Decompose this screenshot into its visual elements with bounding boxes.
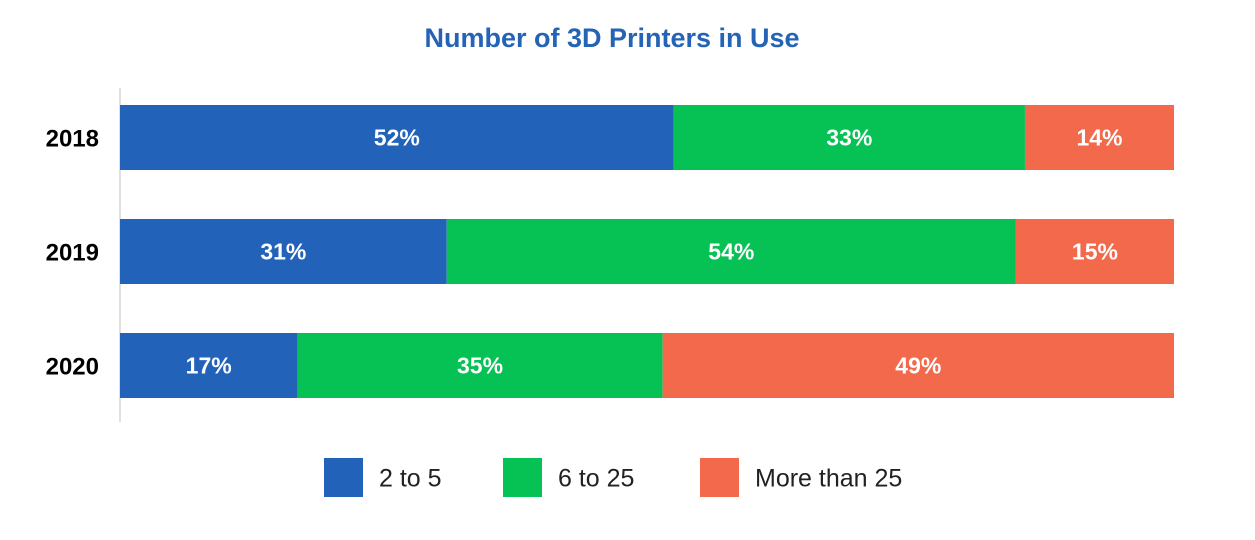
data-label-2019-series-1: 31% [260,239,306,265]
chart-title: Number of 3D Printers in Use [424,23,799,53]
bar-segment-2019-series-3 [1015,219,1174,284]
data-label-2020-series-3: 49% [895,353,941,379]
legend-label-series-1: 2 to 5 [379,465,442,493]
legend-swatch-series-3 [700,458,739,497]
bar-segment-2020-series-3 [662,333,1174,398]
legend-label-series-3: More than 25 [755,465,902,493]
data-label-2019-series-3: 15% [1072,239,1118,265]
data-label-2020-series-2: 35% [457,353,503,379]
category-label-2020: 2020 [46,354,99,381]
bar-segment-2018-series-1 [120,105,674,170]
bar-segment-2018-series-2 [673,105,1025,170]
bars-group: 2018 52% 33% 14% 2019 31% 54% 15% 2020 17% 35% 49% [46,105,1174,398]
data-label-2020-series-1: 17% [186,353,232,379]
legend: 2 to 5 6 to 25 More than 25 [324,458,902,497]
bar-segment-2020-series-1 [120,333,298,398]
category-label-2018: 2018 [46,126,99,153]
bar-segment-2019-series-1 [120,219,447,284]
data-label-2018-series-3: 14% [1076,125,1122,151]
legend-swatch-series-1 [324,458,363,497]
bar-segment-2018-series-3 [1024,105,1174,170]
data-label-2018-series-1: 52% [374,125,420,151]
category-label-2019: 2019 [46,240,99,267]
legend-label-series-2: 6 to 25 [558,465,634,493]
data-label-2019-series-2: 54% [708,239,754,265]
legend-swatch-series-2 [503,458,542,497]
bar-segment-2020-series-2 [297,333,663,398]
data-label-2018-series-2: 33% [826,125,872,151]
bar-segment-2019-series-2 [446,219,1016,284]
